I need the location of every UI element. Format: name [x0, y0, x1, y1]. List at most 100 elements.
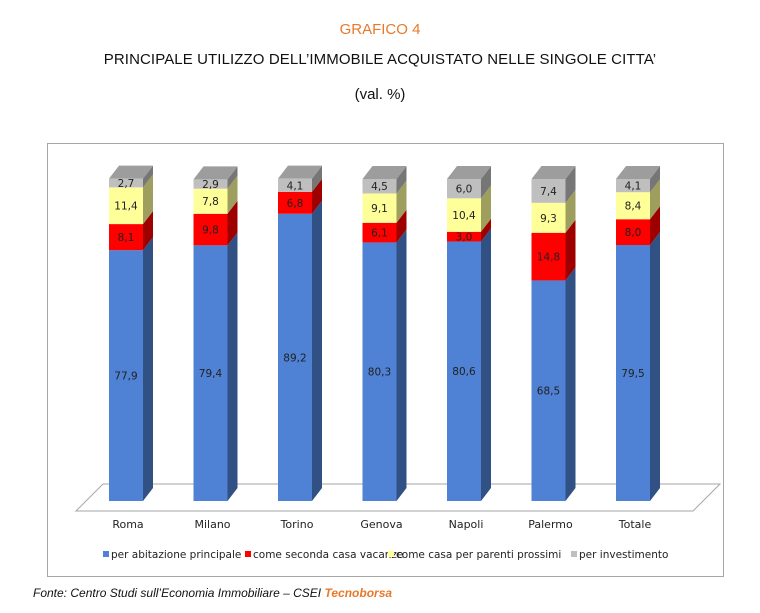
bar-top-palermo — [531, 166, 576, 179]
data-label-torino-per-investimento: 4,1 — [287, 180, 304, 192]
bar-milano-per-investimento-side — [227, 166, 238, 189]
bar-genova-per-abitazione-principale-side — [396, 229, 407, 501]
bar-genova-per-investimento-side — [396, 166, 407, 194]
source-brand: Tecnoborsa — [324, 586, 393, 600]
bar-napoli-come-seconda-casa-vacanze-side — [481, 218, 491, 242]
bar-palermo-per-abitazione-principale-side — [565, 267, 576, 501]
bar-torino-per-abitazione-principale-side — [312, 200, 322, 501]
bar-roma-come-casa-per-parenti-prossimi — [109, 187, 143, 225]
data-label-totale-come-seconda-casa-vacanze: 8,0 — [625, 227, 642, 239]
bar-napoli-per-abitazione-principale — [447, 241, 481, 501]
bar-torino-per-abitazione-principale — [278, 213, 312, 501]
bar-palermo-come-casa-per-parenti-prossimi — [531, 202, 566, 233]
bar-palermo-per-investimento-side — [565, 166, 576, 203]
data-label-genova-come-casa-per-parenti-prossimi: 9,1 — [371, 203, 388, 215]
bar-milano-per-investimento — [193, 179, 228, 189]
bar-roma-per-investimento — [109, 178, 143, 188]
data-label-milano-come-casa-per-parenti-prossimi: 7,8 — [202, 196, 219, 208]
bar-top-torino — [278, 165, 322, 179]
bar-torino-come-seconda-casa-vacanze-side — [312, 178, 322, 214]
x-tick-label-milano: Milano — [194, 518, 230, 531]
bar-genova-come-casa-per-parenti-prossimi-side — [396, 180, 407, 223]
bar-napoli-per-investimento-side — [481, 166, 491, 199]
data-label-palermo-come-casa-per-parenti-prossimi: 9,3 — [540, 213, 557, 225]
data-label-milano-per-investimento: 2,9 — [202, 179, 219, 191]
data-label-palermo-per-abitazione-principale: 68,5 — [537, 386, 560, 398]
legend-swatch-per-investimento — [571, 551, 577, 557]
bar-torino-come-seconda-casa-vacanze — [278, 191, 312, 214]
legend-swatch-come-seconda-casa-vacanze — [245, 551, 251, 557]
bar-roma-come-seconda-casa-vacanze-side — [143, 211, 153, 251]
legend-label-come-casa-per-parenti-prossimi: come casa per parenti prossimi — [396, 549, 561, 561]
bar-milano-come-casa-per-parenti-prossimi-side — [227, 175, 238, 214]
bar-totale-come-seconda-casa-vacanze — [616, 219, 650, 246]
data-label-napoli-per-investimento: 6,0 — [456, 184, 473, 196]
bar-palermo-per-investimento — [531, 179, 566, 203]
bar-genova-per-investimento — [362, 179, 397, 194]
bar-napoli-per-investimento — [447, 179, 481, 199]
bar-genova-come-casa-per-parenti-prossimi — [362, 193, 397, 223]
bar-totale-per-abitazione-principale-side — [650, 232, 660, 501]
bar-genova-per-abitazione-principale — [362, 242, 397, 501]
bar-milano-per-abitazione-principale — [193, 245, 228, 501]
bar-genova-come-seconda-casa-vacanze — [362, 222, 397, 243]
data-label-napoli-come-seconda-casa-vacanze: 3,0 — [456, 232, 473, 244]
bar-milano-come-seconda-casa-vacanze-side — [227, 200, 238, 246]
data-label-roma-per-abitazione-principale: 77,9 — [114, 371, 137, 383]
bar-napoli-come-seconda-casa-vacanze — [447, 231, 481, 242]
bar-palermo-per-abitazione-principale — [531, 280, 566, 501]
data-label-milano-per-abitazione-principale: 79,4 — [199, 368, 223, 380]
bar-roma-come-casa-per-parenti-prossimi-side — [143, 174, 153, 225]
x-tick-label-roma: Roma — [112, 518, 143, 531]
legend-swatch-per-abitazione-principale — [103, 551, 109, 557]
bar-roma-per-abitazione-principale-side — [143, 237, 153, 502]
bar-palermo-come-seconda-casa-vacanze — [531, 232, 566, 281]
data-label-torino-per-abitazione-principale: 89,2 — [283, 352, 306, 364]
x-tick-label-napoli: Napoli — [449, 518, 484, 531]
bar-top-roma — [109, 165, 153, 179]
source-text: Fonte: Centro Studi sull’Economia Immobi… — [33, 586, 325, 600]
bar-roma-come-seconda-casa-vacanze — [109, 224, 143, 251]
data-label-palermo-per-investimento: 7,4 — [540, 186, 557, 198]
data-label-totale-come-casa-per-parenti-prossimi: 8,4 — [625, 201, 642, 213]
bar-totale-come-seconda-casa-vacanze-side — [650, 206, 660, 246]
bar-milano-come-seconda-casa-vacanze — [193, 213, 228, 246]
chart-subtitle: (val. %) — [354, 86, 406, 103]
data-label-palermo-come-seconda-casa-vacanze: 14,8 — [537, 252, 560, 264]
x-tick-label-genova: Genova — [360, 518, 402, 531]
x-tick-label-palermo: Palermo — [528, 518, 573, 531]
bar-torino-per-investimento — [278, 178, 312, 192]
chart-label: GRAFICO 4 — [339, 21, 421, 38]
data-label-napoli-come-casa-per-parenti-prossimi: 10,4 — [452, 210, 476, 222]
bar-milano-come-casa-per-parenti-prossimi — [193, 188, 228, 214]
bar-totale-per-abitazione-principale — [616, 245, 650, 501]
bar-palermo-come-casa-per-parenti-prossimi-side — [565, 189, 576, 233]
data-label-roma-come-casa-per-parenti-prossimi: 11,4 — [114, 201, 138, 213]
bar-genova-come-seconda-casa-vacanze-side — [396, 209, 407, 243]
data-label-genova-per-abitazione-principale: 80,3 — [368, 367, 391, 379]
data-label-totale-per-investimento: 4,1 — [625, 181, 642, 193]
legend-label-come-seconda-casa-vacanze: come seconda casa vacanze — [253, 549, 403, 561]
data-label-torino-come-seconda-casa-vacanze: 6,8 — [287, 198, 304, 210]
chart-title: PRINCIPALE UTILIZZO DELL’IMMOBILE ACQUIS… — [103, 51, 657, 68]
bar-napoli-come-casa-per-parenti-prossimi-side — [481, 185, 491, 232]
data-label-totale-per-abitazione-principale: 79,5 — [621, 368, 644, 380]
data-label-roma-come-seconda-casa-vacanze: 8,1 — [118, 232, 135, 244]
stacked-bar-chart: 77,9 8,1 11,4 2,7 Roma 79,4 9,8 7,8 2,9 Milano 89,… — [74, 165, 722, 561]
bar-napoli-per-abitazione-principale-side — [481, 228, 491, 501]
data-label-genova-per-investimento: 4,5 — [371, 181, 388, 193]
source-note: Fonte: Centro Studi sull’Economia Immobi… — [33, 586, 392, 600]
bar-roma-per-investimento-side — [143, 165, 153, 188]
bar-totale-per-investimento-side — [650, 166, 660, 193]
bar-totale-per-investimento — [616, 179, 650, 193]
x-tick-label-torino: Torino — [280, 518, 314, 531]
bar-top-milano — [193, 166, 238, 180]
bar-napoli-come-casa-per-parenti-prossimi — [447, 198, 481, 232]
legend-label-per-investimento: per investimento — [579, 549, 668, 561]
data-label-milano-come-seconda-casa-vacanze: 9,8 — [202, 225, 219, 237]
bar-torino-per-investimento-side — [312, 165, 322, 192]
chart-area: 77,9 8,1 11,4 2,7 Roma 79,4 9,8 7,8 2,9 Milano 89,… — [47, 143, 724, 577]
bar-palermo-come-seconda-casa-vacanze-side — [565, 219, 576, 281]
legend-swatch-come-casa-per-parenti-prossimi — [388, 551, 394, 557]
x-tick-label-totale: Totale — [618, 518, 652, 531]
